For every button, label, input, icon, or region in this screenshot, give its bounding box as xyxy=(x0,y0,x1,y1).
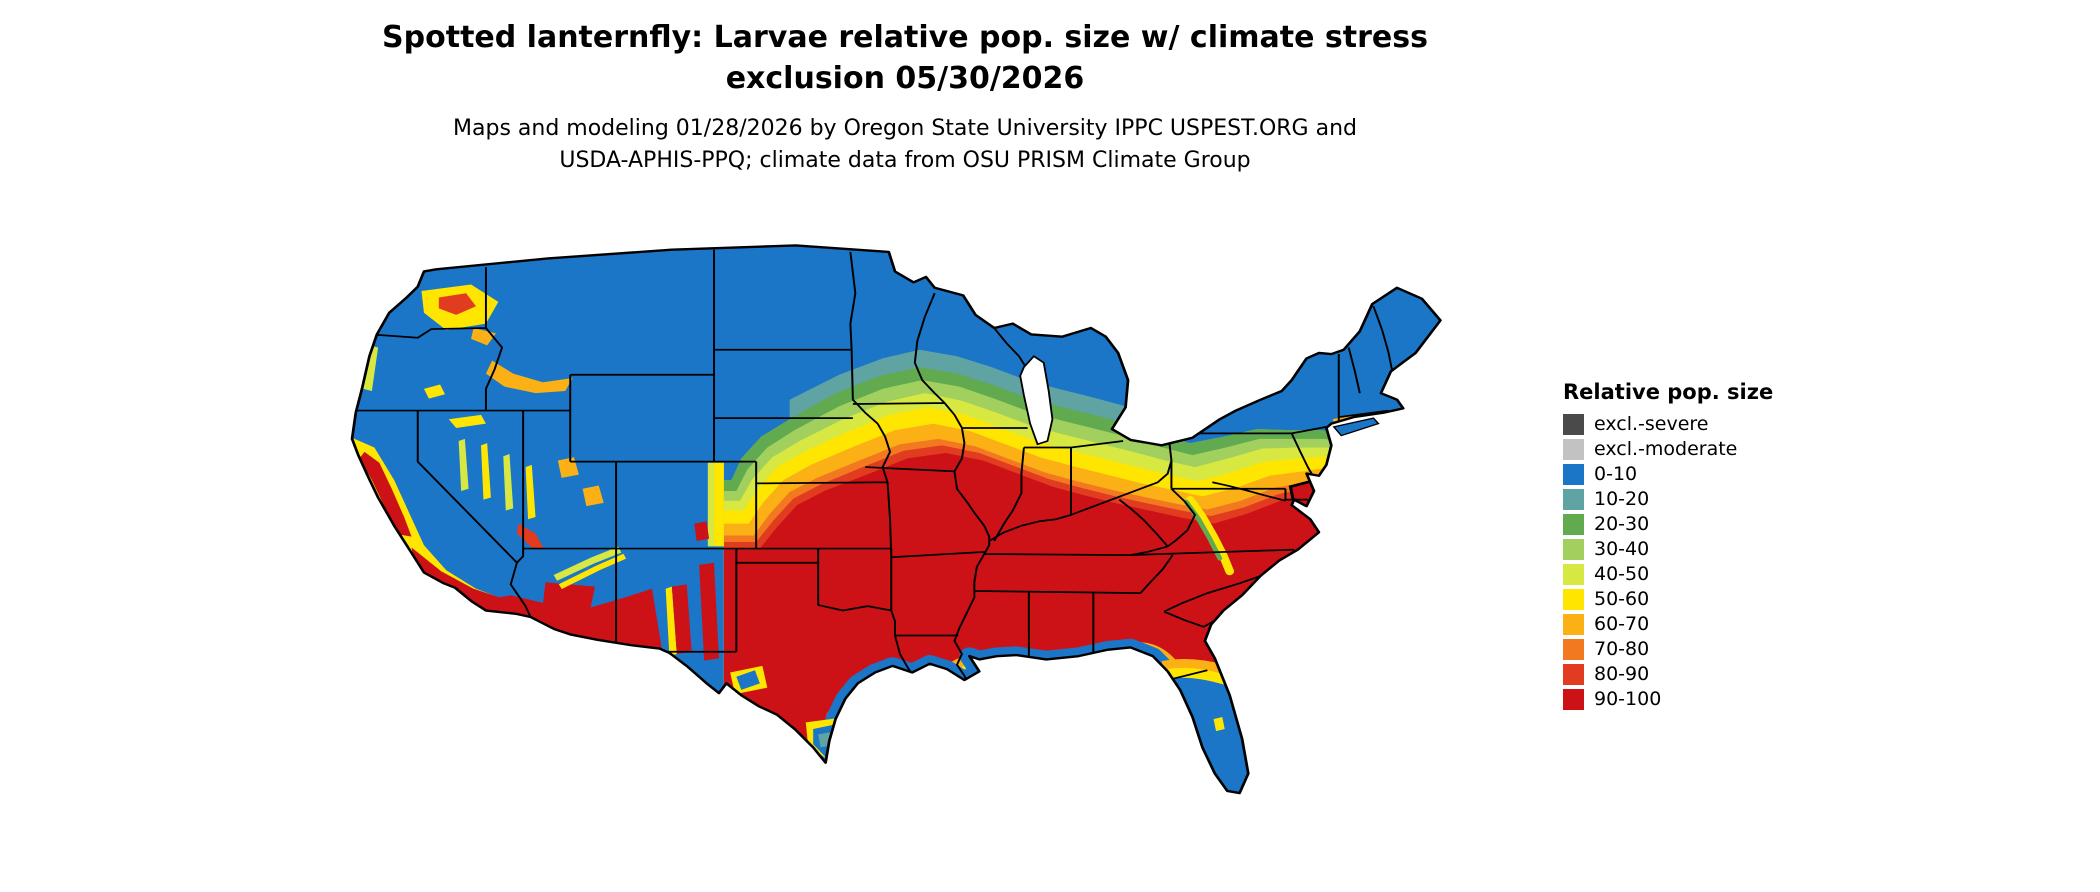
legend-swatch xyxy=(1563,464,1584,485)
legend-label: 0-10 xyxy=(1594,463,1638,485)
subtitle-line1: Maps and modeling 01/28/2026 by Oregon S… xyxy=(453,116,1357,141)
legend-swatch xyxy=(1563,614,1584,635)
page-title: Spotted lanternfly: Larvae relative pop.… xyxy=(382,20,1428,55)
legend-label: 50-60 xyxy=(1594,588,1650,610)
legend-item: 20-30 xyxy=(1563,514,1773,535)
legend-label: 70-80 xyxy=(1594,638,1650,660)
legend-swatch xyxy=(1563,489,1584,510)
long-island xyxy=(1332,417,1380,437)
legend-item: excl.-severe xyxy=(1563,414,1773,435)
legend-label: 20-30 xyxy=(1594,513,1650,535)
legend-item: 0-10 xyxy=(1563,464,1773,485)
us-map-svg xyxy=(350,244,1442,795)
us-outline xyxy=(350,244,1442,795)
subtitle-line2: USDA-APHIS-PPQ; climate data from OSU PR… xyxy=(559,147,1251,173)
legend-item: 30-40 xyxy=(1563,539,1773,560)
legend-label: 60-70 xyxy=(1594,613,1650,635)
legend-label: excl.-severe xyxy=(1594,413,1709,435)
legend-swatch xyxy=(1563,689,1584,710)
header: Spotted lanternfly: Larvae relative pop.… xyxy=(0,18,1810,177)
legend-swatch xyxy=(1563,589,1584,610)
legend-items: excl.-severe excl.-moderate 0-10 10-20 2… xyxy=(1563,414,1773,710)
south-texas-detail xyxy=(805,718,842,761)
gulf-coast-bands xyxy=(815,638,1203,772)
legend-swatch xyxy=(1563,414,1584,435)
legend-swatch xyxy=(1563,439,1584,460)
legend-label: 90-100 xyxy=(1594,688,1662,710)
legend-title: Relative pop. size xyxy=(1563,380,1774,404)
legend-swatch xyxy=(1563,639,1584,660)
legend-item: 70-80 xyxy=(1563,639,1773,660)
legend-swatch xyxy=(1563,539,1584,560)
legend-label: 10-20 xyxy=(1594,488,1650,510)
page-title-line2: exclusion 05/30/2026 xyxy=(725,60,1085,96)
legend-item: 50-60 xyxy=(1563,589,1773,610)
lake-michigan xyxy=(1019,355,1054,446)
legend-label: 80-90 xyxy=(1594,663,1650,685)
legend-item: 40-50 xyxy=(1563,564,1773,585)
legend-item: 80-90 xyxy=(1563,664,1773,685)
subtitle: Maps and modeling 01/28/2026 by Oregon S… xyxy=(0,113,1810,177)
legend: Relative pop. size excl.-severe excl.-mo… xyxy=(1563,380,1773,714)
legend-item: excl.-moderate xyxy=(1563,439,1773,460)
legend-label: excl.-moderate xyxy=(1594,438,1738,460)
legend-label: 30-40 xyxy=(1594,538,1650,560)
legend-swatch xyxy=(1563,564,1584,585)
legend-item: 60-70 xyxy=(1563,614,1773,635)
map-fill-layers xyxy=(352,245,1441,794)
legend-swatch xyxy=(1563,664,1584,685)
legend-item: 90-100 xyxy=(1563,689,1773,710)
climate-bands xyxy=(723,349,1441,794)
legend-label: 40-50 xyxy=(1594,563,1650,585)
legend-item: 10-20 xyxy=(1563,489,1773,510)
legend-swatch xyxy=(1563,514,1584,535)
us-map xyxy=(300,228,1490,880)
western-detail xyxy=(352,284,768,695)
